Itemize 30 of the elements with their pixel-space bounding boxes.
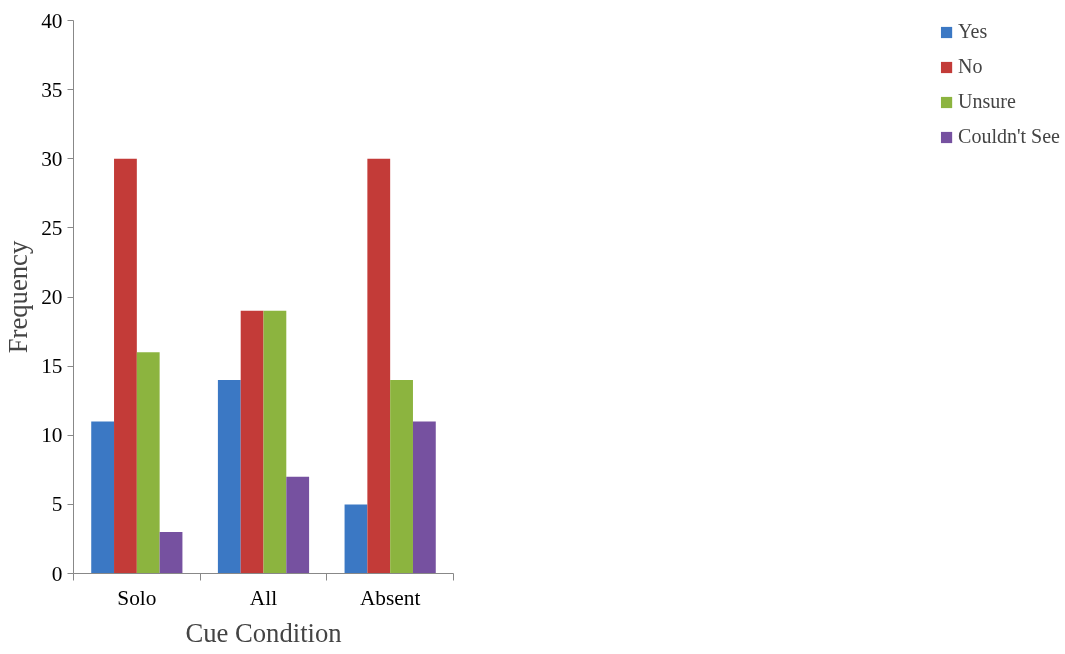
- bar: [114, 158, 137, 574]
- y-axis-title: Frequency: [3, 240, 34, 354]
- bar: [344, 504, 368, 574]
- y-tick-label: 5: [51, 492, 63, 517]
- bar: [390, 379, 413, 574]
- bar: [159, 532, 183, 574]
- bar: [263, 310, 287, 574]
- bar: [240, 310, 264, 574]
- y-tick-label: 30: [41, 146, 63, 171]
- bar: [367, 158, 391, 574]
- y-tick-label: 15: [41, 354, 63, 379]
- y-tick-label: 10: [41, 423, 63, 448]
- bar: [412, 421, 436, 574]
- y-tick-label: 40: [41, 8, 63, 33]
- x-tick-label: Absent: [359, 585, 421, 610]
- legend-label: No: [958, 55, 983, 78]
- y-tick-label: 0: [51, 561, 63, 586]
- bar: [91, 421, 115, 574]
- legend-label: Yes: [958, 20, 988, 43]
- x-tick-label: Solo: [117, 585, 157, 610]
- bar: [217, 379, 241, 574]
- x-tick-label: All: [249, 585, 278, 610]
- y-tick-label: 20: [41, 285, 63, 309]
- bar: [136, 352, 160, 574]
- legend-label: Couldn't See: [958, 125, 1060, 148]
- y-tick-label: 25: [41, 215, 63, 240]
- y-tick-label: 35: [41, 77, 63, 102]
- x-axis-title: Cue Condition: [185, 617, 342, 648]
- bar: [286, 476, 310, 574]
- legend-label: Unsure: [958, 90, 1016, 113]
